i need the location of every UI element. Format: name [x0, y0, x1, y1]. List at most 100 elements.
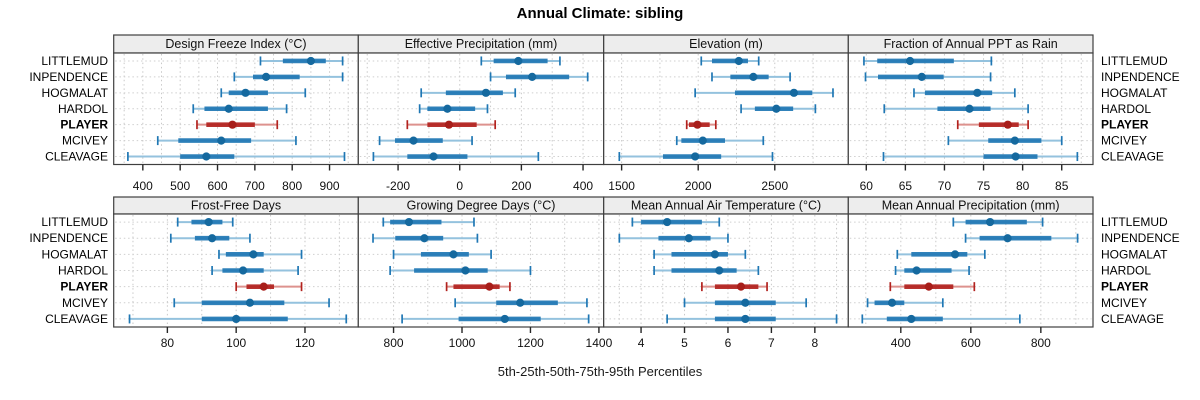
median-dot	[663, 217, 672, 227]
median-dot	[917, 72, 926, 81]
series-player	[956, 120, 1029, 130]
series-mcivey	[866, 298, 944, 308]
median-dot	[500, 314, 509, 324]
series-hardol	[740, 104, 817, 114]
site-label-right-mcivey: MCIVEY	[1101, 134, 1147, 148]
site-label-right-littlemud: LITTLEMUD	[1101, 54, 1168, 68]
tick-label: 600	[207, 179, 227, 193]
series-littlemud	[382, 217, 475, 227]
series-hardol	[389, 266, 532, 275]
panel-7: Mean Annual Air Temperature (°C) 4 5 6 7 8	[603, 196, 849, 350]
median-dot	[772, 104, 781, 113]
tick-label: 200	[511, 179, 531, 193]
median-dot	[259, 282, 268, 291]
figure-caption: 5th-25th-50th-75th-95th Percentiles	[497, 364, 703, 379]
site-label-left-player: PLAYER	[60, 280, 108, 294]
median-dot	[249, 250, 258, 259]
series-player	[235, 282, 303, 292]
tick-label: 1500	[608, 179, 635, 193]
series-cleavage	[882, 152, 1079, 162]
series-inpendence	[964, 233, 1079, 243]
site-label-left-inpendence: INPENDENCE	[29, 70, 108, 84]
site-label-right-inpendence: INPENDENCE	[1101, 70, 1180, 84]
median-dot	[202, 152, 211, 161]
median-dot	[217, 136, 226, 145]
site-label-left-hogmalat: HOGMALAT	[42, 86, 109, 100]
series-hogmalat	[420, 88, 517, 98]
series-cleavage	[128, 314, 348, 324]
site-label-right-hogmalat: HOGMALAT	[1101, 247, 1168, 261]
median-dot	[528, 72, 537, 81]
series-player	[889, 282, 976, 292]
site-label-right-cleavage: CLEAVAGE	[1101, 312, 1164, 326]
median-dot	[238, 266, 248, 275]
median-dot	[907, 314, 916, 324]
panel-title: Effective Precipitation (mm)	[405, 37, 558, 51]
site-label-right-hardol: HARDOL	[1101, 264, 1151, 278]
median-dot	[485, 282, 494, 291]
panel-5: Frost-Free Days 80 100 120	[113, 196, 359, 350]
tick-label: 1400	[586, 336, 613, 350]
series-cleavage	[127, 152, 346, 162]
median-dot	[306, 56, 315, 66]
series-inpendence	[711, 72, 791, 82]
site-label-left-mcivey: MCIVEY	[62, 296, 108, 310]
tick-label: 400	[573, 179, 593, 193]
tick-label: 100	[226, 336, 246, 350]
site-label-left-littlemud: LITTLEMUD	[41, 215, 108, 229]
median-dot	[449, 250, 458, 259]
median-dot	[1003, 234, 1012, 243]
series-hardol	[192, 104, 288, 114]
tick-label: 1200	[517, 336, 544, 350]
median-dot	[789, 88, 799, 97]
panel-1: Design Freeze Index (°C) 400 500 600 700 800 9…	[113, 34, 359, 193]
tick-label: 800	[1031, 336, 1051, 350]
series-inpendence	[864, 72, 992, 82]
median-dot	[481, 88, 491, 97]
median-dot	[1010, 136, 1019, 145]
series-mcivey	[675, 136, 765, 146]
tick-label: 2500	[761, 179, 788, 193]
site-label-right-hardol: HARDOL	[1101, 102, 1151, 116]
panel-title: Elevation (m)	[689, 37, 763, 51]
panel-title: Growing Degree Days (°C)	[407, 199, 556, 213]
tick-label: 6	[725, 336, 732, 350]
tick-label: 80	[161, 336, 175, 350]
site-label-right-player: PLAYER	[1101, 118, 1149, 132]
site-label-left-hardol: HARDOL	[58, 264, 108, 278]
median-dot	[905, 56, 915, 66]
site-label-left-mcivey: MCIVEY	[62, 134, 108, 148]
series-hogmalat	[913, 88, 1016, 98]
series-hogmalat	[653, 249, 747, 259]
panel-3: Elevation (m) 1500 2000 2500	[603, 34, 849, 193]
series-player	[196, 120, 279, 130]
median-dot	[749, 72, 758, 81]
median-dot	[684, 234, 693, 243]
median-dot	[444, 120, 454, 129]
panel-title: Mean Annual Air Temperature (°C)	[631, 199, 821, 213]
series-hogmalat	[218, 249, 303, 259]
median-dot	[741, 298, 750, 307]
tick-label: 80	[1016, 179, 1030, 193]
series-littlemud	[700, 56, 760, 66]
series-littlemud	[952, 217, 1044, 227]
tick-label: 700	[245, 179, 265, 193]
median-dot	[734, 56, 743, 66]
tick-label: 60	[860, 179, 874, 193]
site-label-left-inpendence: INPENDENCE	[29, 231, 108, 245]
median-dot	[950, 250, 960, 259]
series-mcivey	[683, 298, 808, 308]
series-player	[406, 120, 497, 130]
median-dot	[924, 282, 933, 291]
tick-label: 600	[961, 336, 981, 350]
site-label-left-hardol: HARDOL	[58, 102, 108, 116]
median-dot	[973, 88, 982, 97]
series-hardol	[211, 266, 299, 275]
median-dot	[429, 152, 438, 161]
median-dot	[698, 136, 707, 145]
tick-label: 7	[768, 336, 775, 350]
series-hogmalat	[694, 88, 834, 98]
panel-4: Fraction of Annual PPT as Rain 60 65 70 75 80…	[847, 34, 1094, 193]
series-hardol	[653, 266, 760, 275]
